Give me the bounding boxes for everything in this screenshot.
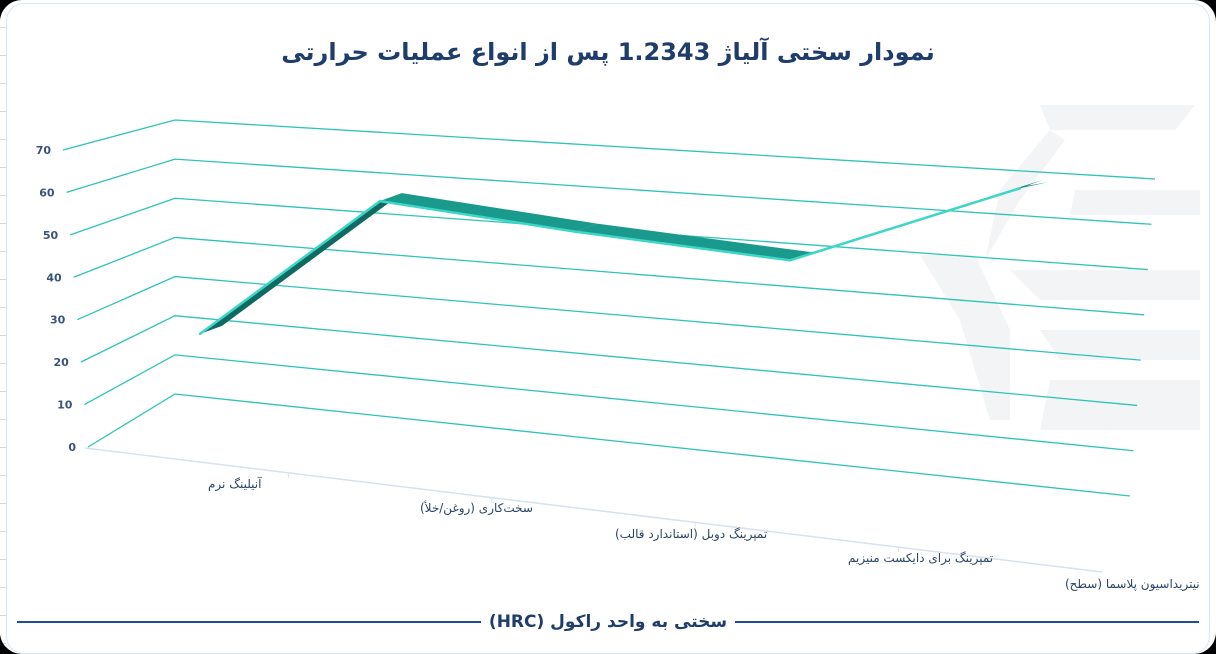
y-axis-ticks: 0 10 20 30 40 50 60 70 [36, 144, 77, 454]
y-gridlines [62, 119, 1156, 497]
footer-rule-right [735, 621, 1200, 623]
data-ribbon-series [198, 180, 1048, 336]
y-tick-label: 70 [36, 144, 52, 157]
axis-caption-bar: سختی به واحد راکول (HRC) [17, 610, 1200, 634]
y-axis-caption: سختی به واحد راکول (HRC) [488, 612, 728, 632]
y-gridline [62, 119, 1156, 180]
y-gridline [77, 275, 1141, 361]
y-tick-label: 40 [46, 271, 62, 284]
y-gridline [87, 393, 1131, 497]
chart-title: نمودار سختی آلیاژ 1.2343 پس از انواع عمل… [281, 38, 935, 66]
x-axis-ticks: آنیلینگ نرم سخت‌کاری (روغن/خلأ) تمپرینگ دو… [208, 476, 1200, 592]
y-gridline [73, 236, 1145, 316]
y-tick-label: 30 [50, 314, 66, 327]
ribbon-segment [200, 193, 402, 334]
y-tick-label: 60 [39, 186, 55, 199]
x-category-label: سخت‌کاری (روغن/خلأ) [420, 500, 533, 516]
y-gridline [69, 197, 1148, 271]
spreadsheet-gridlines [0, 0, 6, 654]
y-tick-label: 50 [43, 229, 59, 242]
ribbon-segment [575, 223, 812, 261]
y-gridline [66, 158, 1152, 225]
footer-rule-left [17, 621, 481, 623]
y-gridline [84, 354, 1134, 452]
x-category-label: تمپرینگ دوبل (استاندارد قالب) [615, 527, 767, 542]
ribbon-segment [380, 193, 597, 232]
x-category-label: آنیلینگ نرم [208, 476, 262, 492]
y-gridline [80, 315, 1138, 407]
y-tick-label: 0 [68, 441, 76, 454]
y-tick-label: 10 [57, 399, 73, 412]
y-tick-label: 20 [54, 356, 70, 369]
watermark-logo-icon [920, 105, 1200, 430]
x-category-label: تمپرینگ برای دایکست منیزیم [848, 551, 993, 566]
x-category-label: نیتریداسیون پلاسما (سطح) [1065, 577, 1200, 592]
x-axis-floor [84, 447, 1103, 573]
